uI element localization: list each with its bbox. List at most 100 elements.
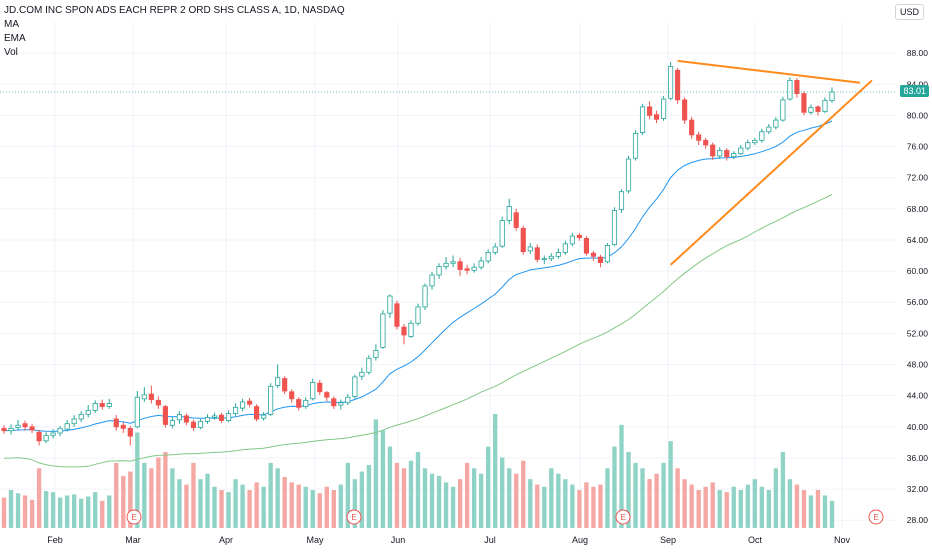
candle-body — [717, 150, 723, 157]
candle-body — [50, 432, 56, 436]
candle-body — [639, 106, 646, 133]
legend-ema[interactable]: EMA — [4, 33, 26, 44]
volume-bar — [205, 473, 210, 528]
volume-bar — [703, 486, 708, 528]
candle-body — [204, 417, 211, 422]
candle-body — [625, 158, 632, 192]
volume-bar — [429, 473, 435, 528]
volume-bar — [121, 475, 126, 528]
volume-bar — [535, 484, 540, 528]
candle-body — [113, 418, 119, 428]
volume-bar — [619, 424, 624, 528]
volume-bar — [591, 486, 596, 528]
volume-bar — [710, 482, 715, 528]
candle-body — [576, 234, 582, 239]
candle-body — [29, 426, 35, 431]
chart-legend: JD.COM INC SPON ADS EACH REPR 2 ORD SHS … — [4, 4, 345, 60]
candle-body — [632, 132, 639, 159]
volume-bar — [163, 452, 168, 528]
candle-body — [373, 350, 379, 358]
volume-bar — [57, 497, 63, 528]
candle-body — [478, 260, 484, 268]
candle-body — [247, 400, 253, 405]
candle-body — [569, 235, 575, 245]
volume-bar — [296, 484, 301, 528]
x-tick-label: Mar — [125, 535, 141, 545]
volume-bar — [331, 490, 336, 528]
candle-body — [134, 396, 140, 428]
candle-body — [422, 285, 428, 308]
volume-bar — [345, 462, 351, 528]
volume-bar — [1, 497, 7, 528]
volume-bar — [528, 479, 533, 528]
candle-body — [366, 357, 372, 373]
volume-bar — [640, 468, 645, 528]
currency-button[interactable]: USD — [894, 4, 924, 20]
legend-ma[interactable]: MA — [4, 19, 19, 30]
volume-bar — [815, 490, 821, 528]
volume-bar — [36, 468, 42, 528]
x-tick-label: Sep — [660, 535, 676, 545]
volume-bar — [633, 462, 638, 528]
candle-body — [724, 150, 730, 158]
volume-bar — [570, 484, 575, 528]
candle-body — [555, 252, 561, 257]
volume-bar — [29, 499, 35, 528]
candle-body — [338, 402, 344, 406]
y-tick-label: 52.00 — [907, 328, 929, 338]
volume-bar — [829, 500, 835, 528]
volume-bar — [233, 479, 238, 528]
volume-bar — [226, 492, 231, 528]
candle-body — [169, 420, 175, 426]
candle-body — [106, 403, 112, 407]
candle-body — [675, 69, 681, 101]
volume-bar — [787, 479, 793, 528]
volume-bar — [521, 460, 526, 528]
candle-body — [57, 427, 63, 434]
candle-body — [148, 393, 154, 400]
candle-body — [275, 377, 281, 386]
volume-bar — [794, 484, 800, 528]
volume-bar — [15, 493, 21, 528]
legend-vol[interactable]: Vol — [4, 47, 18, 58]
volume-bar — [500, 457, 505, 528]
ema-line — [3, 120, 833, 432]
candle-body — [513, 212, 519, 228]
candle-body — [415, 306, 421, 324]
volume-bar — [184, 484, 189, 528]
volume-bar — [289, 482, 294, 528]
candle-body — [71, 418, 77, 425]
candle-body — [541, 258, 547, 261]
candle-body — [696, 134, 702, 141]
candle-body — [127, 427, 133, 437]
candle-body — [1, 427, 7, 432]
y-tick-label: 36.00 — [907, 453, 929, 463]
volume-bar — [93, 492, 98, 528]
candle-body — [240, 401, 246, 409]
candle-body — [780, 99, 786, 121]
earnings-marker — [868, 509, 884, 525]
candle-body — [345, 396, 351, 404]
candle-body — [583, 238, 589, 254]
volume-bar — [752, 479, 757, 528]
volume-bar — [128, 471, 133, 528]
candle-body — [359, 371, 365, 377]
candle-body — [611, 209, 618, 246]
candle-body — [752, 139, 758, 144]
volume-bar — [584, 482, 589, 528]
earnings-marker-label: E — [131, 513, 136, 522]
candle-body — [527, 246, 533, 252]
candle-body — [436, 266, 442, 276]
volume-bar — [675, 468, 680, 528]
y-tick-label: 64.00 — [907, 235, 929, 245]
chart-title: JD.COM INC SPON ADS EACH REPR 2 ORD SHS … — [4, 5, 345, 16]
volume-bar — [22, 495, 28, 528]
candle-body — [352, 376, 358, 397]
volume-bar — [471, 468, 477, 528]
candle-body — [562, 243, 568, 253]
trendline-lower — [669, 79, 873, 266]
candle-body — [15, 424, 21, 428]
volume-bar — [64, 495, 70, 528]
volume-bar — [50, 492, 56, 528]
volume-bar — [156, 457, 161, 528]
